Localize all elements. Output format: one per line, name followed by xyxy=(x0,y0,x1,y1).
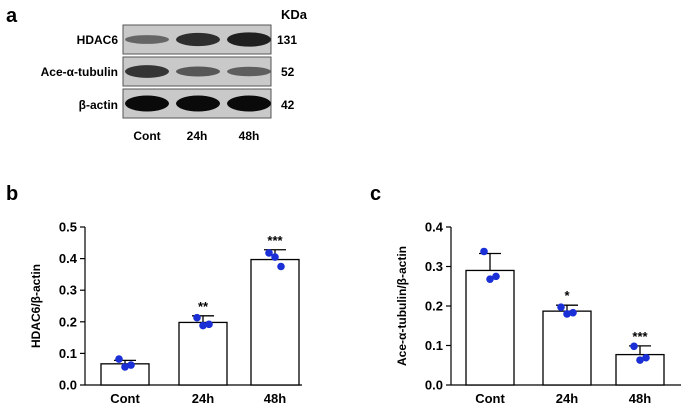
significance-label: * xyxy=(564,288,570,303)
panel-label-c: c xyxy=(370,183,381,205)
blot-unit-header: KDa xyxy=(281,7,308,22)
y-tick-label: 0.1 xyxy=(59,346,77,361)
y-tick-label: 0.1 xyxy=(425,338,443,353)
blot-band-r2-l1 xyxy=(176,95,220,112)
y-tick-label: 0.5 xyxy=(59,220,77,235)
blot-kda-beta-actin: 42 xyxy=(281,98,295,112)
bar-48h xyxy=(250,258,300,386)
y-axis-title: Ace-α-tubulin/β-actin xyxy=(395,246,409,366)
data-point-24h xyxy=(569,308,577,317)
data-point-cont xyxy=(486,275,494,283)
chart-hdac6: 0.0 0.1 0.2 0.3 0.4 0.5 HDAC6/β-actin Cont ** 24h… xyxy=(29,220,302,406)
data-point-48h xyxy=(630,342,638,351)
y-tick-label: 0.0 xyxy=(59,378,77,393)
y-tick-label: 0.4 xyxy=(59,251,78,266)
x-tick-label: 48h xyxy=(264,391,286,406)
data-point-24h xyxy=(199,321,207,330)
blot-band-r2-l2 xyxy=(227,95,271,112)
data-point-48h xyxy=(642,353,650,362)
blot-band-r1-l2 xyxy=(227,66,271,77)
western-blot: KDa HDAC6 Ace-α-tubulin β-actin 131 52 4… xyxy=(41,7,308,143)
blot-band-r1-l1 xyxy=(176,66,220,77)
blot-row-label-beta-actin: β-actin xyxy=(79,98,118,112)
blot-kda-ace-tubulin: 52 xyxy=(281,65,295,79)
y-tick-label: 0.2 xyxy=(425,299,443,314)
significance-label: *** xyxy=(632,329,648,344)
data-point-cont xyxy=(127,361,135,369)
blot-band-r2-l0 xyxy=(125,95,169,112)
y-tick-label: 0.0 xyxy=(425,378,443,393)
significance-label: *** xyxy=(267,233,283,248)
blot-band-r0-l0 xyxy=(125,35,169,44)
blot-band-r0-l1 xyxy=(176,32,220,47)
y-tick-label: 0.2 xyxy=(59,314,77,329)
data-point-48h xyxy=(271,253,279,261)
data-point-24h xyxy=(205,320,213,329)
x-tick-label: Cont xyxy=(110,391,140,406)
data-point-48h xyxy=(277,262,285,271)
y-tick-label: 0.4 xyxy=(425,220,444,235)
data-point-cont xyxy=(115,355,123,363)
blot-band-r1-l0 xyxy=(125,65,169,78)
data-point-24h xyxy=(557,303,565,311)
data-point-48h xyxy=(636,356,644,364)
x-tick-label: Cont xyxy=(475,391,505,406)
data-point-cont xyxy=(480,247,488,256)
x-tick-label: 24h xyxy=(556,391,578,406)
blot-kda-hdac6: 131 xyxy=(277,33,297,47)
bar-24h xyxy=(178,321,228,386)
y-tick-label: 0.3 xyxy=(425,259,443,274)
chart-ace-tubulin: 0.0 0.1 0.2 0.3 0.4 Ace-α-tubulin/β-actin Cont… xyxy=(395,220,681,406)
y-tick-label: 0.3 xyxy=(59,283,77,298)
panel-label-b: b xyxy=(6,183,18,205)
data-point-cont xyxy=(492,272,500,281)
blot-row-label-hdac6: HDAC6 xyxy=(77,33,119,47)
data-point-24h xyxy=(193,313,201,322)
blot-lane-48h: 48h xyxy=(239,129,260,143)
panel-label-a: a xyxy=(6,5,18,27)
x-tick-label: 24h xyxy=(192,391,214,406)
y-axis-title: HDAC6/β-actin xyxy=(29,264,43,348)
significance-label: ** xyxy=(198,299,209,314)
data-point-48h xyxy=(265,249,273,257)
x-tick-label: 48h xyxy=(629,391,651,406)
blot-row-label-ace-tubulin: Ace-α-tubulin xyxy=(41,65,118,79)
data-point-24h xyxy=(563,310,571,318)
blot-lane-cont: Cont xyxy=(133,129,160,143)
bar-24h xyxy=(542,310,592,386)
blot-lane-24h: 24h xyxy=(187,129,208,143)
data-point-cont xyxy=(121,363,129,371)
bar-cont xyxy=(465,269,515,386)
blot-band-r0-l2 xyxy=(227,32,271,47)
